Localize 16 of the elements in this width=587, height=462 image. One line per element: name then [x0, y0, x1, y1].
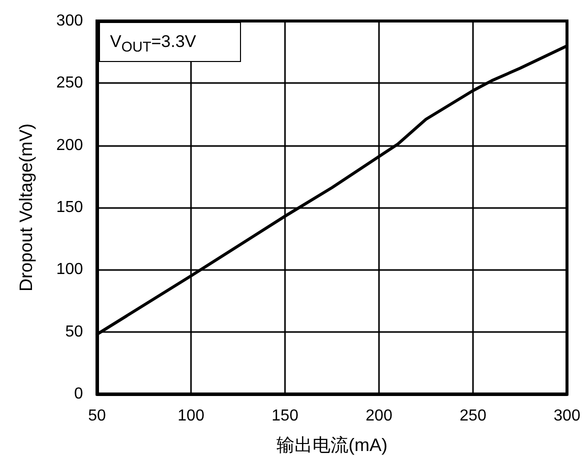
y-tick-label: 150	[56, 199, 84, 216]
x-tick-label: 300	[554, 408, 580, 424]
y-axis-title: Dropout Voltage(mV)	[16, 123, 36, 292]
note-frame: V$_{OUT}$=3.3V	[99, 22, 241, 62]
y-tick-label: 200	[56, 136, 84, 154]
y-tick-label: 250	[56, 74, 84, 92]
x-tick-label: 50	[88, 408, 106, 424]
x-tick-label: 200	[366, 408, 392, 424]
x-tick-label: 100	[178, 408, 204, 424]
y-tick-label: 300	[56, 12, 84, 30]
y-tick-label: 50	[65, 323, 84, 340]
y-tick-label: 0	[74, 386, 84, 402]
x-tick-label: 250	[460, 408, 486, 424]
y-tick-label: 100	[56, 261, 84, 278]
x-tick-label: 150	[272, 408, 298, 424]
x-axis-title: 输出电流(mA)	[276, 435, 388, 455]
